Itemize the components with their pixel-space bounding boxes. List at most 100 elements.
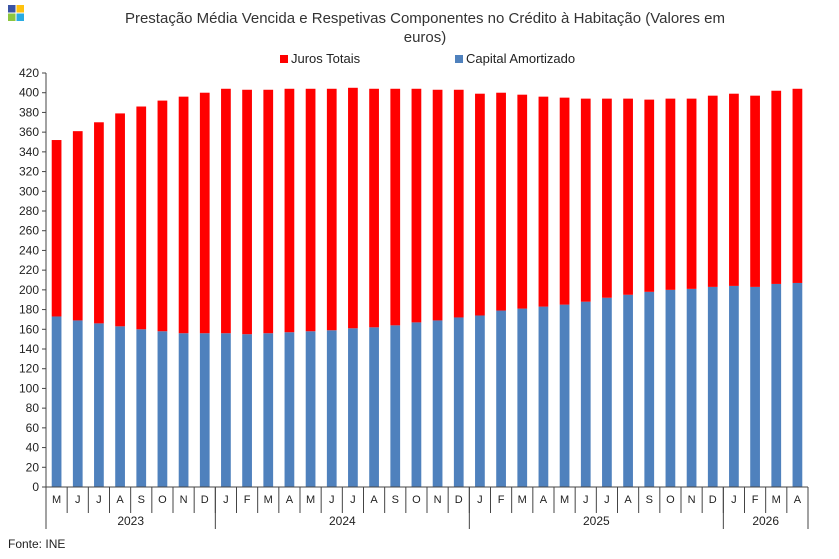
bar-capital-amortizado [115,326,125,487]
x-month-label: A [286,494,294,506]
bar-juros-totais [623,98,633,295]
x-month-label: A [624,494,632,506]
logo-square-green [8,13,16,21]
x-month-label: J [96,494,102,506]
x-month-label: J [329,494,335,506]
bar-juros-totais [602,98,612,298]
bar-capital-amortizado [72,320,83,487]
x-month-label: N [434,494,442,506]
bar-capital-amortizado [771,283,782,487]
bar-juros-totais [72,131,83,321]
y-tick-label: 280 [19,204,39,218]
x-year-label: 2026 [752,514,779,528]
bar-capital-amortizado [432,320,443,487]
bar-juros-totais [432,89,443,321]
x-month-label: M [52,494,61,506]
bar-juros-totais [136,106,147,330]
x-month-label: J [350,494,356,506]
bar-juros-totais [559,97,570,305]
bar-capital-amortizado [496,310,506,487]
bar-capital-amortizado [580,301,591,487]
y-tick-label: 20 [26,460,40,474]
y-tick-label: 100 [19,381,39,395]
bar-capital-amortizado [136,329,147,487]
bar-capital-amortizado [305,331,316,487]
x-month-label: A [540,494,548,506]
bar-juros-totais [199,92,210,334]
bar-juros-totais [686,98,697,289]
legend-label-capital: Capital Amortizado [466,51,575,66]
bar-juros-totais [263,89,274,334]
bar-capital-amortizado [242,334,252,487]
bar-juros-totais [750,95,760,287]
bar-juros-totais [665,98,676,290]
bar-capital-amortizado [538,306,549,487]
bar-capital-amortizado [602,297,612,487]
bar-juros-totais [475,93,485,316]
x-month-label: F [498,494,505,506]
x-month-label: J [731,494,737,506]
x-month-label: M [772,494,781,506]
y-tick-label: 300 [19,184,39,198]
legend-label-juros: Juros Totais [291,51,361,66]
y-tick-label: 220 [19,263,39,277]
bar-juros-totais [707,95,718,287]
x-month-label: M [560,494,569,506]
x-month-label: J [223,494,229,506]
chart-title-line-2: euros) [404,29,447,46]
bar-capital-amortizado [157,331,168,487]
bar-capital-amortizado [94,323,104,487]
x-year-label: 2025 [583,514,610,528]
logo-square-yellow [16,5,24,13]
logo-square-blue [8,5,16,13]
y-tick-label: 400 [19,86,39,100]
bar-capital-amortizado [750,286,760,487]
y-tick-label: 240 [19,243,39,257]
y-tick-label: 260 [19,224,39,238]
x-month-label: S [646,494,653,506]
bar-juros-totais [517,94,528,309]
bar-juros-totais [729,93,739,286]
bar-juros-totais [390,88,401,326]
x-year-label: 2023 [117,514,144,528]
x-month-label: F [244,494,251,506]
x-month-label: J [477,494,483,506]
y-tick-label: 120 [19,362,39,376]
bar-juros-totais [326,88,337,331]
x-month-label: M [264,494,273,506]
bar-juros-totais [94,122,104,324]
x-month-label: D [201,494,209,506]
y-tick-label: 60 [26,421,40,435]
x-month-label: O [666,494,675,506]
ine-logo-icon [8,5,24,21]
bar-capital-amortizado [644,291,655,487]
x-month-label: A [370,494,378,506]
bar-juros-totais [51,140,62,317]
y-tick-label: 340 [19,145,39,159]
bar-juros-totais [411,88,422,323]
y-tick-label: 40 [26,441,40,455]
legend-swatch-juros [280,55,288,63]
x-month-label: M [518,494,527,506]
bar-capital-amortizado [348,328,358,487]
x-month-label: S [392,494,399,506]
y-tick-label: 80 [26,401,40,415]
x-month-label: J [75,494,81,506]
bar-capital-amortizado [686,288,697,487]
bar-capital-amortizado [411,322,422,487]
bar-juros-totais [221,88,231,334]
legend: Juros Totais Capital Amortizado [280,51,575,66]
bar-juros-totais [644,99,655,292]
bar-capital-amortizado [51,316,62,487]
bar-juros-totais [305,88,316,332]
y-axis: 0 20 40 60 80 100 120 140 160 180 200 220 240 260 280 3… [19,66,47,494]
y-tick-label: 140 [19,342,39,356]
y-tick-label: 180 [19,303,39,317]
bar-capital-amortizado [707,286,718,487]
bar-capital-amortizado [453,317,464,487]
bar-capital-amortizado [792,282,803,487]
bar-capital-amortizado [729,285,739,487]
bar-capital-amortizado [665,289,676,487]
bar-juros-totais [242,89,252,335]
